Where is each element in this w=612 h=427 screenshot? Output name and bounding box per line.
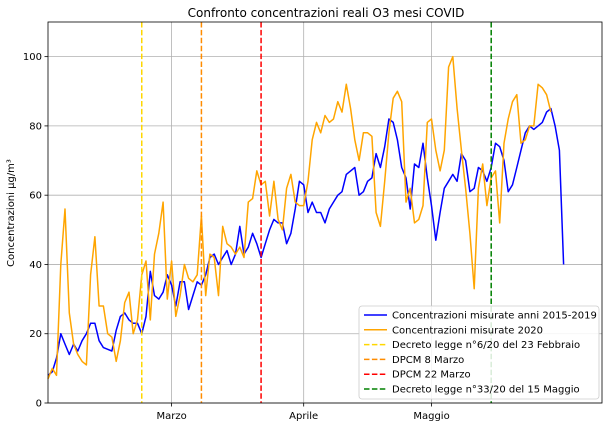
legend-label-2: Concentrazioni misurate 2020 <box>392 325 543 336</box>
y-tick-label: 40 <box>29 260 42 271</box>
x-tick-label: Maggio <box>413 411 449 422</box>
legend-box <box>358 305 600 400</box>
y-tick-label: 20 <box>29 329 42 340</box>
y-tick-label: 100 <box>23 52 42 63</box>
y-tick-label: 60 <box>29 191 42 202</box>
legend: Concentrazioni misurate anni 2015-2019 Co… <box>358 305 600 400</box>
x-tick-label: Aprile <box>289 411 318 422</box>
chart-title: Confronto concentrazioni reali O3 mesi C… <box>188 6 465 20</box>
legend-label-1: Concentrazioni misurate anni 2015-2019 <box>392 311 597 322</box>
y-axis-ticks: 0 20 40 60 80 100 <box>23 52 48 410</box>
x-tick-label: Marzo <box>156 411 186 422</box>
y-axis-label: Concentrazioni µg/m³ <box>6 159 17 267</box>
series-line-2 <box>47 55 552 380</box>
series-line-1 <box>47 107 565 376</box>
legend-label-4: DPCM 8 Marzo <box>392 355 464 366</box>
x-axis-ticks: Marzo Aprile Maggio <box>156 403 450 422</box>
legend-label-5: DPCM 22 Marzo <box>392 370 471 381</box>
plot-frame <box>47 21 603 404</box>
legend-label-6: Decreto legge n°33/20 del 15 Maggio <box>392 385 580 396</box>
series-layer <box>47 55 565 380</box>
legend-label-3: Decreto legge n°6/20 del 23 Febbraio <box>392 340 580 351</box>
y-tick-label: 80 <box>29 121 42 132</box>
y-tick-label: 0 <box>36 399 42 410</box>
